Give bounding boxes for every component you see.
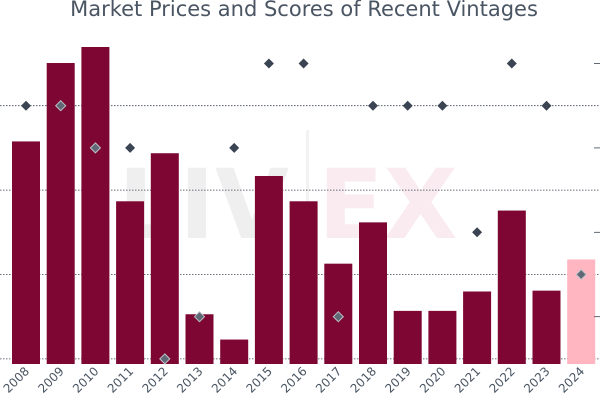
- svg-text:EX: EX: [318, 149, 458, 261]
- x-tick-label: 2024: [556, 364, 587, 395]
- bar-2011: [116, 201, 145, 364]
- x-tick-label: 2015: [244, 364, 275, 395]
- score-marker-2010: [89, 142, 102, 154]
- x-axis-ticks: 2008 2009 2010 2011 2012 2013 2014 2015 2016 2017…: [1, 364, 588, 395]
- bar-2021: [463, 291, 492, 364]
- x-tick-label: 2020: [417, 364, 448, 395]
- bar-2012: [150, 153, 179, 364]
- x-tick-label: 2014: [209, 364, 240, 395]
- score-marker-2022: [506, 58, 517, 69]
- score-marker-2013: [193, 310, 206, 323]
- score-marker-2009: [54, 99, 67, 112]
- score-marker-2014: [229, 142, 240, 153]
- bar-2013: [185, 314, 214, 364]
- score-marker-2018: [368, 100, 378, 111]
- bar-2010: [81, 47, 110, 364]
- bar-2014: [220, 339, 249, 364]
- bar-2015: [254, 175, 283, 364]
- x-tick-label: 2012: [139, 364, 170, 395]
- score-marker-2021: [472, 227, 483, 238]
- x-tick-label: 2021: [452, 364, 483, 395]
- bars: [12, 47, 596, 364]
- score-marker-2024: [575, 268, 587, 281]
- x-tick-label: 2011: [105, 364, 136, 395]
- bar-2023: [532, 290, 561, 364]
- score-marker-2012: [159, 353, 171, 365]
- score-marker-2015: [263, 58, 274, 69]
- x-tick-label: 2008: [1, 364, 32, 395]
- bar-2018: [359, 222, 387, 364]
- x-tick-label: 2023: [521, 364, 552, 395]
- x-tick-label: 2019: [382, 364, 413, 395]
- bar-2009: [46, 63, 75, 364]
- score-marker-2016: [298, 58, 309, 69]
- bar-2016: [289, 201, 318, 364]
- score-marker-2017: [332, 310, 345, 323]
- right-axis-ticks: [594, 63, 600, 318]
- x-tick-label: 2009: [35, 364, 66, 395]
- score-marker-2020: [437, 100, 448, 111]
- score-marker-2011: [125, 142, 136, 153]
- bar-2008: [12, 141, 40, 364]
- score-marker-2019: [402, 100, 413, 111]
- x-tick-label: 2013: [174, 364, 205, 395]
- x-tick-label: 2010: [70, 364, 101, 395]
- bar-2020: [428, 310, 457, 364]
- score-markers: [21, 58, 587, 365]
- bar-2022: [497, 210, 526, 364]
- bar-2019: [393, 310, 422, 364]
- score-marker-2008: [21, 100, 31, 111]
- x-tick-label: 2016: [278, 364, 309, 395]
- x-tick-label: 2022: [486, 364, 517, 395]
- score-marker-2023: [541, 100, 552, 111]
- x-tick-label: 2018: [348, 364, 379, 395]
- chart-title: Market Prices and Scores of Recent Vinta…: [70, 0, 538, 21]
- x-tick-label: 2017: [313, 364, 344, 395]
